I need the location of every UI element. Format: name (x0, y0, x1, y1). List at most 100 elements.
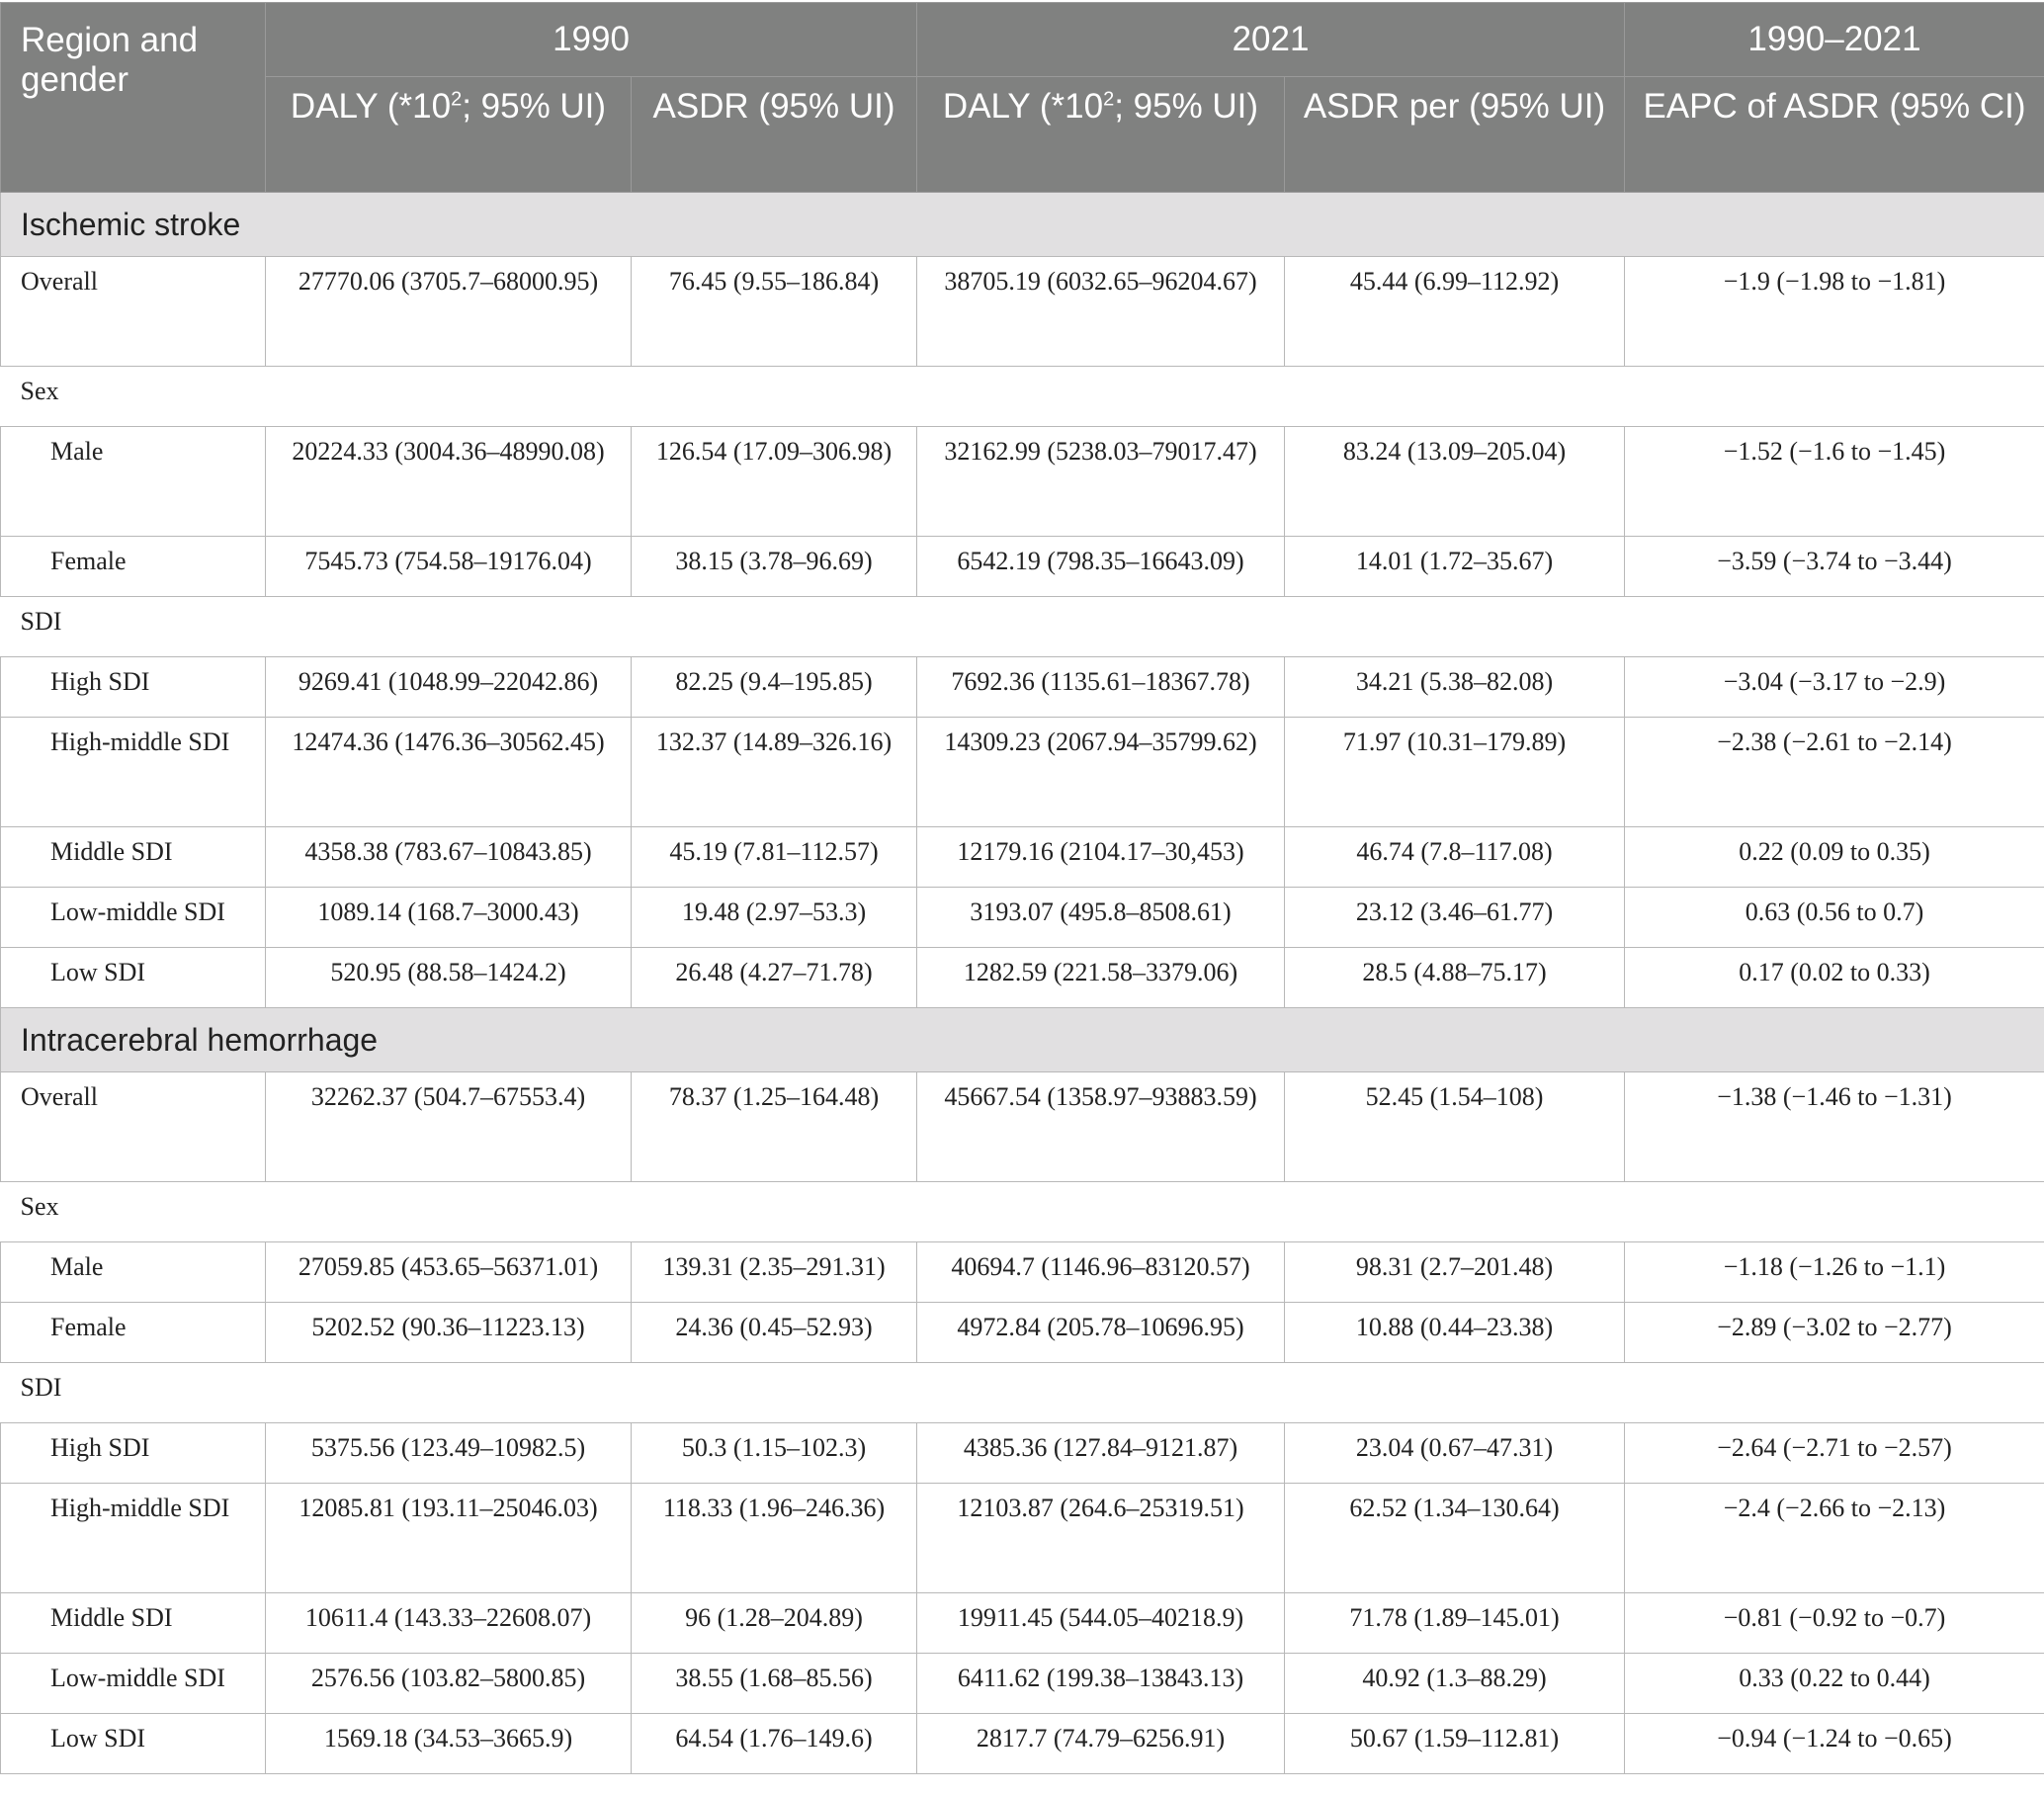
row-label: Middle SDI (1, 827, 266, 888)
table-cell: 0.22 (0.09 to 0.35) (1625, 827, 2044, 888)
year-1990-header: 1990 (266, 3, 917, 77)
table-cell: −2.38 (−2.61 to −2.14) (1625, 718, 2044, 827)
table-cell: 38.15 (3.78–96.69) (632, 537, 917, 597)
table-cell: 32262.37 (504.7–67553.4) (266, 1072, 632, 1182)
table-cell: −1.18 (−1.26 to −1.1) (1625, 1242, 2044, 1303)
row-label: Low SDI (1, 948, 266, 1008)
asdr-1990-header: ASDR (95% UI) (632, 77, 917, 193)
row-label: Low-middle SDI (1, 1654, 266, 1714)
table-cell: 0.17 (0.02 to 0.33) (1625, 948, 2044, 1008)
table-cell: 4385.36 (127.84–9121.87) (917, 1423, 1285, 1484)
table-cell: 14309.23 (2067.94–35799.62) (917, 718, 1285, 827)
row-label: Low SDI (1, 1714, 266, 1774)
table-cell: 50.67 (1.59–112.81) (1285, 1714, 1625, 1774)
table-cell: −3.59 (−3.74 to −3.44) (1625, 537, 2044, 597)
table-cell: 82.25 (9.4–195.85) (632, 657, 917, 718)
table-cell: 118.33 (1.96–246.36) (632, 1484, 917, 1593)
table-cell: 26.48 (4.27–71.78) (632, 948, 917, 1008)
table-cell: 6542.19 (798.35–16643.09) (917, 537, 1285, 597)
table-cell: 78.37 (1.25–164.48) (632, 1072, 917, 1182)
table-cell: 38705.19 (6032.65–96204.67) (917, 257, 1285, 367)
table-cell: 1282.59 (221.58–3379.06) (917, 948, 1285, 1008)
table-cell: 46.74 (7.8–117.08) (1285, 827, 1625, 888)
table-cell: 20224.33 (3004.36–48990.08) (266, 427, 632, 537)
group-row-sdi: SDI (1, 597, 2044, 657)
section-row: Ischemic stroke (1, 193, 2044, 257)
group-row-sex: Sex (1, 1182, 2044, 1242)
table-cell: 50.3 (1.15–102.3) (632, 1423, 917, 1484)
table-cell: 4358.38 (783.67–10843.85) (266, 827, 632, 888)
table-cell: 10611.4 (143.33–22608.07) (266, 1593, 632, 1654)
table-cell: 52.45 (1.54–108) (1285, 1072, 1625, 1182)
table-cell: 76.45 (9.55–186.84) (632, 257, 917, 367)
row-label: High SDI (1, 657, 266, 718)
table-header: Region and gender 1990 2021 1990–2021 DA… (1, 3, 2044, 193)
table-cell: 1569.18 (34.53–3665.9) (266, 1714, 632, 1774)
table-cell: 23.12 (3.46–61.77) (1285, 888, 1625, 948)
table-cell: 71.78 (1.89–145.01) (1285, 1593, 1625, 1654)
table-cell: 96 (1.28–204.89) (632, 1593, 917, 1654)
table-cell: 64.54 (1.76–149.6) (632, 1714, 917, 1774)
table-cell: −2.4 (−2.66 to −2.13) (1625, 1484, 2044, 1593)
table-cell: 9269.41 (1048.99–22042.86) (266, 657, 632, 718)
row-label: Male (1, 427, 266, 537)
table-cell: 45667.54 (1358.97–93883.59) (917, 1072, 1285, 1182)
table-cell: 12103.87 (264.6–25319.51) (917, 1484, 1285, 1593)
table-cell: 27770.06 (3705.7–68000.95) (266, 257, 632, 367)
table-cell: 5375.56 (123.49–10982.5) (266, 1423, 632, 1484)
group-row-sex: Sex (1, 367, 2044, 427)
table-cell: 139.31 (2.35–291.31) (632, 1242, 917, 1303)
table-cell: 12179.16 (2104.17–30,453) (917, 827, 1285, 888)
table-cell: 1089.14 (168.7–3000.43) (266, 888, 632, 948)
table-cell: 12085.81 (193.11–25046.03) (266, 1484, 632, 1593)
table-cell: 4972.84 (205.78–10696.95) (917, 1303, 1285, 1363)
table-cell: 32162.99 (5238.03–79017.47) (917, 427, 1285, 537)
section-title: Intracerebral hemorrhage (1, 1008, 2044, 1072)
table-cell: −1.38 (−1.46 to −1.31) (1625, 1072, 2044, 1182)
table-cell: 3193.07 (495.8–8508.61) (917, 888, 1285, 948)
table-cell: 83.24 (13.09–205.04) (1285, 427, 1625, 537)
row-label: Male (1, 1242, 266, 1303)
table-cell: 45.44 (6.99–112.92) (1285, 257, 1625, 367)
row-label: Female (1, 537, 266, 597)
table-cell: 40.92 (1.3–88.29) (1285, 1654, 1625, 1714)
row-label: Middle SDI (1, 1593, 266, 1654)
section-title: Ischemic stroke (1, 193, 2044, 257)
table-cell: 5202.52 (90.36–11223.13) (266, 1303, 632, 1363)
table-cell: −2.64 (−2.71 to −2.57) (1625, 1423, 2044, 1484)
table-cell: 10.88 (0.44–23.38) (1285, 1303, 1625, 1363)
table-cell: −0.94 (−1.24 to −0.65) (1625, 1714, 2044, 1774)
table-cell: 520.95 (88.58–1424.2) (266, 948, 632, 1008)
table-cell: 7692.36 (1135.61–18367.78) (917, 657, 1285, 718)
table-cell: 19.48 (2.97–53.3) (632, 888, 917, 948)
table-cell: 45.19 (7.81–112.57) (632, 827, 917, 888)
table-cell: 0.33 (0.22 to 0.44) (1625, 1654, 2044, 1714)
table-cell: 2576.56 (103.82–5800.85) (266, 1654, 632, 1714)
row-label: Female (1, 1303, 266, 1363)
daly-1990-header: DALY (*102; 95% UI) (266, 77, 632, 193)
row-label: High-middle SDI (1, 718, 266, 827)
daly-2021-header: DALY (*102; 95% UI) (917, 77, 1285, 193)
region-gender-header: Region and gender (1, 3, 266, 193)
asdr-2021-header: ASDR per (95% UI) (1285, 77, 1625, 193)
table-cell: 0.63 (0.56 to 0.7) (1625, 888, 2044, 948)
table-cell: 126.54 (17.09–306.98) (632, 427, 917, 537)
table-cell: −1.52 (−1.6 to −1.45) (1625, 427, 2044, 537)
table-cell: 6411.62 (199.38–13843.13) (917, 1654, 1285, 1714)
table-cell: 71.97 (10.31–179.89) (1285, 718, 1625, 827)
table-cell: 23.04 (0.67–47.31) (1285, 1423, 1625, 1484)
table-cell: 98.31 (2.7–201.48) (1285, 1242, 1625, 1303)
